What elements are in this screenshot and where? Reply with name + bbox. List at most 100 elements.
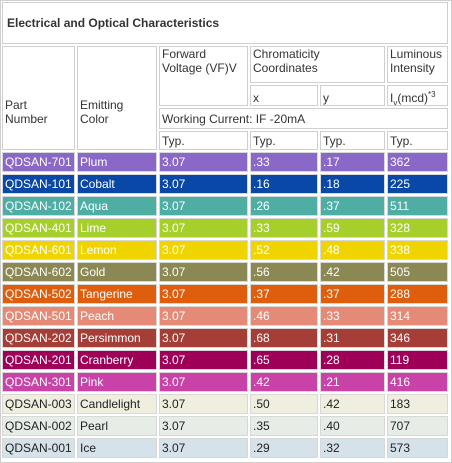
color-name: Lime bbox=[77, 218, 157, 238]
forward-voltage: 3.07 bbox=[159, 152, 248, 172]
forward-voltage: 3.07 bbox=[159, 350, 248, 370]
luminous-intensity: 183 bbox=[387, 394, 448, 414]
chroma-y: .21 bbox=[320, 372, 385, 392]
part-number: QDSAN-202 bbox=[2, 328, 75, 348]
data-row: QDSAN-001 Ice 3.07.29.32 573 bbox=[2, 438, 448, 458]
chroma-y: .37 bbox=[320, 284, 385, 304]
data-row: QDSAN-301 Pink 3.07.42.21 416 bbox=[2, 372, 448, 392]
header-row: Working Current: IF -20mA bbox=[2, 108, 448, 129]
chroma-x: .16 bbox=[250, 174, 318, 194]
typ-header: Typ. bbox=[320, 131, 385, 150]
color-name: Candlelight bbox=[77, 394, 157, 414]
chroma-x: .65 bbox=[250, 350, 318, 370]
part-number: QDSAN-701 bbox=[2, 152, 75, 172]
chroma-x: .50 bbox=[250, 394, 318, 414]
luminous-intensity: 707 bbox=[387, 416, 448, 436]
unit-text: (mcd) bbox=[397, 91, 429, 105]
color-name: Peach bbox=[77, 306, 157, 326]
forward-voltage: 3.07 bbox=[159, 196, 248, 216]
color-name: Pink bbox=[77, 372, 157, 392]
header-row: Part Number Emitting Color Forward Volta… bbox=[2, 46, 448, 150]
title-row: Electrical and Optical Characteristics bbox=[2, 2, 448, 44]
chroma-x: .46 bbox=[250, 306, 318, 326]
color-name: Tangerine bbox=[77, 284, 157, 304]
part-number: QDSAN-501 bbox=[2, 306, 75, 326]
forward-voltage: 3.07 bbox=[159, 416, 248, 436]
color-name: Ice bbox=[77, 438, 157, 458]
color-name: Cobalt bbox=[77, 174, 157, 194]
luminous-header: Luminous Intensity bbox=[387, 46, 448, 83]
color-name: Aqua bbox=[77, 196, 157, 216]
part-number: QDSAN-602 bbox=[2, 262, 75, 282]
forward-voltage: 3.07 bbox=[159, 240, 248, 260]
intensity-unit-header: Iv(mcd)*3 bbox=[387, 85, 448, 106]
chroma-y: .37 bbox=[320, 196, 385, 216]
part-number-header: Part Number bbox=[2, 46, 75, 150]
chroma-x: .56 bbox=[250, 262, 318, 282]
chroma-y: .17 bbox=[320, 152, 385, 172]
header-row: x y Iv(mcd)*3 bbox=[2, 85, 448, 106]
typ-header: Typ. bbox=[250, 131, 318, 150]
data-row: QDSAN-002 Pearl 3.07.35.40 707 bbox=[2, 416, 448, 436]
part-number: QDSAN-201 bbox=[2, 350, 75, 370]
forward-voltage: 3.07 bbox=[159, 284, 248, 304]
part-number: QDSAN-101 bbox=[2, 174, 75, 194]
chroma-y: .33 bbox=[320, 306, 385, 326]
chroma-x: .35 bbox=[250, 416, 318, 436]
data-row: QDSAN-602 Gold 3.07.56.42 505 bbox=[2, 262, 448, 282]
chroma-x: .33 bbox=[250, 152, 318, 172]
typ-header: Typ. bbox=[387, 131, 448, 150]
part-number: QDSAN-301 bbox=[2, 372, 75, 392]
color-name: Persimmon bbox=[77, 328, 157, 348]
part-number: QDSAN-601 bbox=[2, 240, 75, 260]
part-number: QDSAN-002 bbox=[2, 416, 75, 436]
data-row: QDSAN-101 Cobalt 3.07.16.18 225 bbox=[2, 174, 448, 194]
chroma-x: .29 bbox=[250, 438, 318, 458]
chroma-x: .26 bbox=[250, 196, 318, 216]
chroma-y: .42 bbox=[320, 262, 385, 282]
luminous-intensity: 505 bbox=[387, 262, 448, 282]
color-name: Pearl bbox=[77, 416, 157, 436]
luminous-intensity: 338 bbox=[387, 240, 448, 260]
part-number: QDSAN-502 bbox=[2, 284, 75, 304]
forward-voltage-header: Forward Voltage (VF)V bbox=[159, 46, 248, 106]
part-number: QDSAN-001 bbox=[2, 438, 75, 458]
chroma-y: .59 bbox=[320, 218, 385, 238]
chroma-x: .37 bbox=[250, 284, 318, 304]
forward-voltage: 3.07 bbox=[159, 438, 248, 458]
data-row: QDSAN-502 Tangerine 3.07.37.37 288 bbox=[2, 284, 448, 304]
chroma-y: .42 bbox=[320, 394, 385, 414]
data-row: QDSAN-501 Peach 3.07.46.33 314 bbox=[2, 306, 448, 326]
forward-voltage: 3.07 bbox=[159, 394, 248, 414]
typ-header: Typ. bbox=[159, 131, 248, 150]
color-name: Lemon bbox=[77, 240, 157, 260]
x-header: x bbox=[250, 85, 318, 106]
working-current: Working Current: IF -20mA bbox=[159, 108, 448, 129]
data-row: QDSAN-701 Plum 3.07.33.17 362 bbox=[2, 152, 448, 172]
y-header: y bbox=[320, 85, 385, 106]
chroma-x: .68 bbox=[250, 328, 318, 348]
chroma-x: .42 bbox=[250, 372, 318, 392]
unit-sub: v bbox=[393, 98, 398, 106]
data-row: QDSAN-102 Aqua 3.07.26.37 511 bbox=[2, 196, 448, 216]
data-row: QDSAN-202 Persimmon 3.07.68.31 346 bbox=[2, 328, 448, 348]
luminous-intensity: 314 bbox=[387, 306, 448, 326]
forward-voltage: 3.07 bbox=[159, 328, 248, 348]
part-number: QDSAN-003 bbox=[2, 394, 75, 414]
forward-voltage: 3.07 bbox=[159, 372, 248, 392]
table-body: Electrical and Optical Characteristics P… bbox=[2, 2, 448, 458]
chroma-y: .40 bbox=[320, 416, 385, 436]
chroma-y: .32 bbox=[320, 438, 385, 458]
chromaticity-header: Chromaticity Coordinates bbox=[250, 46, 385, 83]
luminous-intensity: 225 bbox=[387, 174, 448, 194]
typ-row: Typ. Typ. Typ. Typ. bbox=[2, 131, 448, 150]
data-row: QDSAN-601 Lemon 3.07.52.48 338 bbox=[2, 240, 448, 260]
part-number: QDSAN-401 bbox=[2, 218, 75, 238]
luminous-intensity: 511 bbox=[387, 196, 448, 216]
color-name: Gold bbox=[77, 262, 157, 282]
unit-sup: *3 bbox=[428, 90, 436, 99]
forward-voltage: 3.07 bbox=[159, 218, 248, 238]
emitting-color-header: Emitting Color bbox=[77, 46, 157, 150]
